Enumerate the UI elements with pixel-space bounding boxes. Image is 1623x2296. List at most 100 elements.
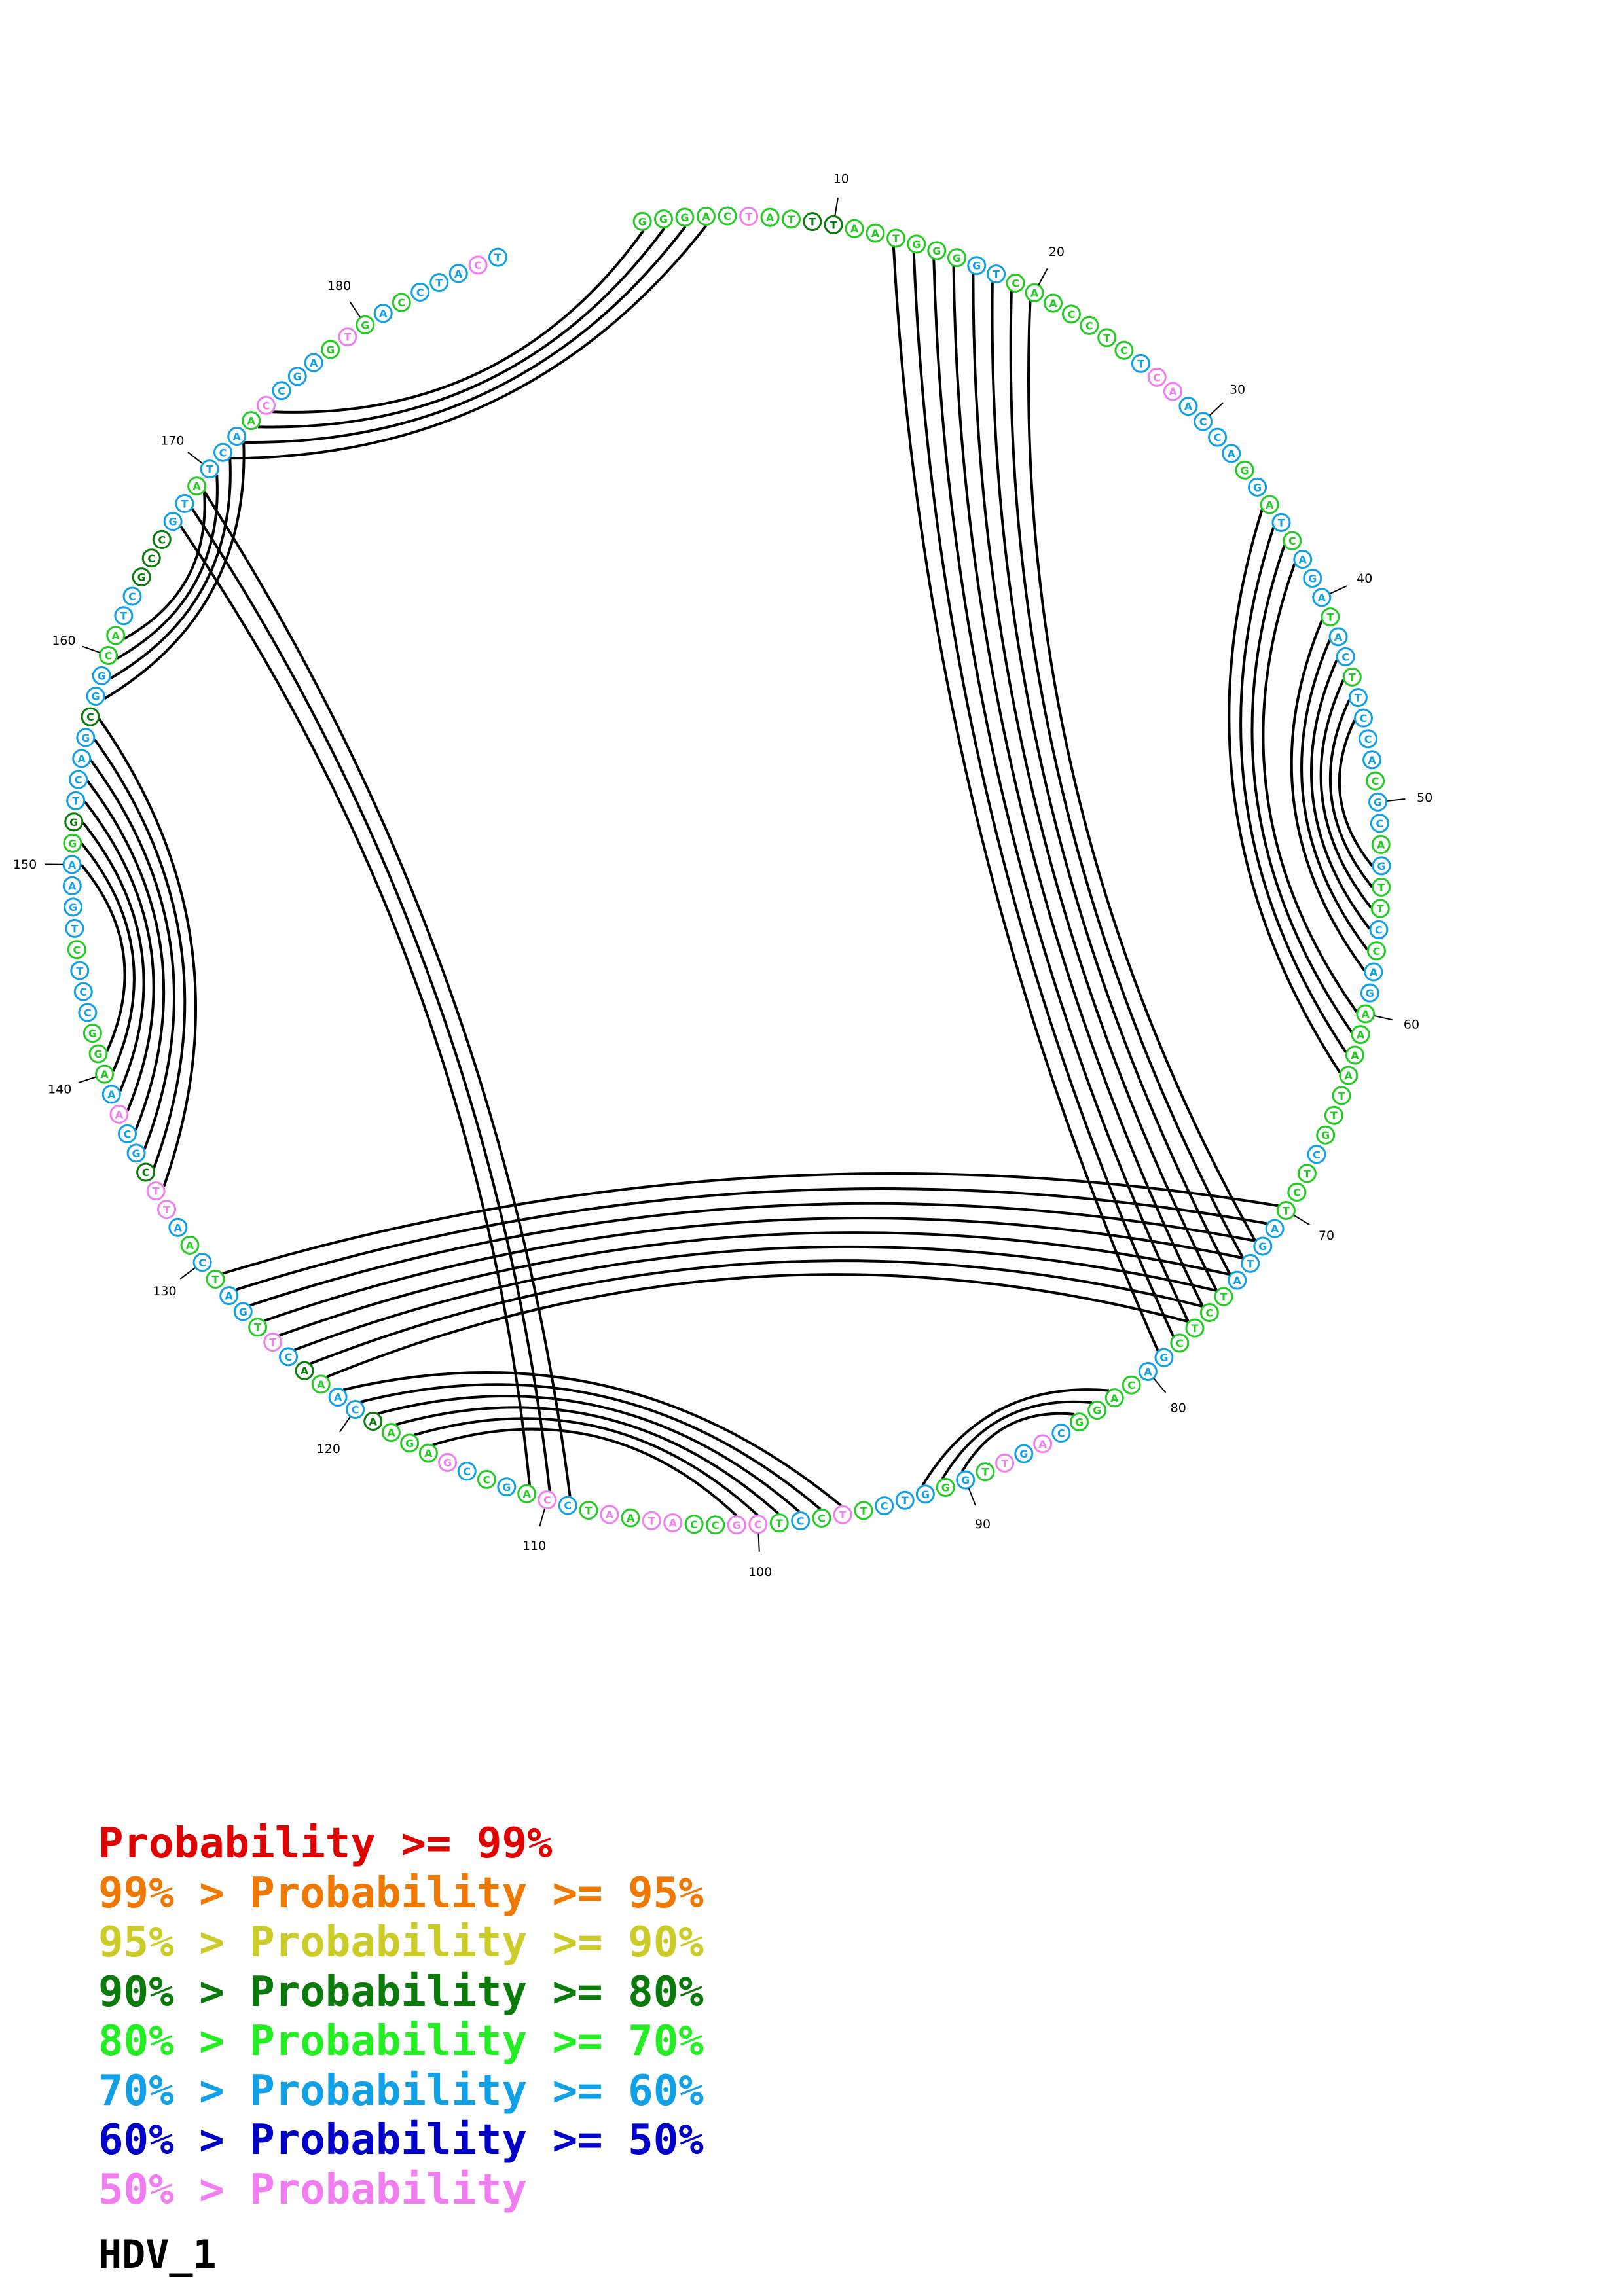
nucleotide-node [1051,1424,1071,1443]
nucleotide-node [1087,1401,1107,1420]
position-label: 50 [1417,791,1432,805]
base-pair-arc [342,1371,842,1507]
nucleotide-letter: A [387,1427,395,1439]
base-pair-arc [1338,719,1374,867]
nucleotide-letter: A [68,880,77,892]
position-tick [349,301,361,318]
nucleotide-letter: G [1258,1240,1267,1253]
base-pair-arc [941,1400,1092,1480]
position-tick [539,1508,545,1527]
nucleotide-letter: A [115,1108,124,1121]
nucleotide-node [739,207,759,226]
nucleotide-letter: A [1299,554,1307,566]
position-tick [338,1416,351,1433]
nucleotide-letter: C [463,1465,471,1478]
nucleotide-letter: T [1220,1291,1227,1303]
nucleotide-node [76,728,96,747]
nucleotide-node [727,1515,746,1535]
nucleotide-letter: A [606,1509,614,1521]
base-pair-arc [360,1383,822,1511]
nucleotide-letter: T [1247,1257,1254,1270]
nucleotide-node [1287,1182,1307,1202]
base-pair-arc [1319,679,1372,909]
nucleotide-letter: A [225,1290,234,1302]
position-label: 140 [48,1083,71,1097]
nucleotide-node [132,567,151,587]
nucleotide-letter: T [1349,671,1356,683]
nucleotide-node [1271,512,1291,532]
nucleotide-node [1122,1375,1141,1395]
nucleotide-node [346,1399,365,1419]
base-pair-arc [1250,545,1353,1033]
nucleotide-node [748,1515,768,1534]
nucleotide-node [1006,274,1025,293]
base-pair-arc [892,247,1159,1352]
nucleotide-letter: G [443,1457,452,1469]
nucleotide-node [1214,1287,1233,1306]
nucleotide-letter: C [881,1500,888,1513]
nucleotide-letter: G [1366,987,1374,999]
nucleotide-letter: T [254,1321,261,1334]
nucleotide-letter: G [81,732,90,744]
nucleotide-node [381,1423,401,1443]
legend-row-6: 70% > Probability >= 60% [98,2067,884,2117]
position-label: 130 [153,1284,176,1299]
nucleotide-node [1354,708,1374,728]
nucleotide-letter: T [1338,1090,1345,1102]
nucleotide-node [272,381,291,401]
position-label: 110 [522,1539,546,1553]
nucleotide-letter: T [788,213,795,226]
nucleotide-node [782,209,801,229]
nucleotide-letter: G [972,260,981,272]
nucleotide-node [947,248,966,268]
nucleotide-letter: G [326,344,335,356]
nucleotide-node [1297,1164,1317,1183]
nucleotide-letter: C [1068,308,1076,321]
nucleotide-letter: T [1283,1205,1290,1217]
base-pair-arc [1328,699,1374,888]
position-label: 180 [327,279,351,293]
base-pair-arc [103,442,246,700]
position-tick [1330,585,1347,594]
nucleotide-node [1339,1066,1359,1085]
nucleotide-letter: C [797,1515,805,1528]
nucleotide-node [279,1347,299,1367]
nucleotide-letter: C [278,385,285,397]
nucleotide-node [1276,1201,1296,1221]
nucleotide-node [1260,495,1279,514]
nucleotide-letter: G [1241,464,1249,476]
nucleotide-letter: A [1169,386,1177,398]
nucleotide-letter: G [680,211,689,224]
nucleotide-node [1228,1270,1247,1290]
nucleotide-node [1154,1348,1174,1367]
nucleotide-node [1147,367,1167,387]
nucleotide-node [62,855,82,874]
base-pair-arc [960,1412,1075,1473]
nucleotide-node [696,206,716,226]
legend-row-3: 95% > Probability >= 90% [98,1918,884,1968]
nucleotide-node [410,282,430,302]
nucleotide-node [92,666,111,685]
nucleotide-node [1138,1362,1158,1382]
nucleotide-letter: T [206,463,213,476]
nucleotide-node [328,1388,348,1407]
nucleotide-letter: T [1377,903,1384,915]
nucleotide-node [157,1200,177,1219]
nucleotide-letter: G [1019,1448,1028,1460]
position-tick [1038,268,1048,285]
nucleotide-letter: G [88,1028,97,1040]
nucleotide-node [1328,627,1348,647]
position-label: 80 [1171,1401,1186,1416]
nucleotide-letter: G [941,1481,950,1494]
nucleotide-letter: G [1253,481,1262,493]
nucleotide-node [1014,1444,1034,1463]
nucleotide-node [82,1024,102,1043]
nucleotide-letter: C [1012,278,1019,290]
legend-prefix: 99% > [98,1869,250,1918]
position-tick [968,1488,977,1506]
nucleotide-node [146,1181,166,1201]
nucleotide-node [457,1462,477,1481]
nucleotide-node [64,812,84,832]
nucleotide-letter: T [1137,357,1144,370]
base-pair-arc [203,490,572,1497]
